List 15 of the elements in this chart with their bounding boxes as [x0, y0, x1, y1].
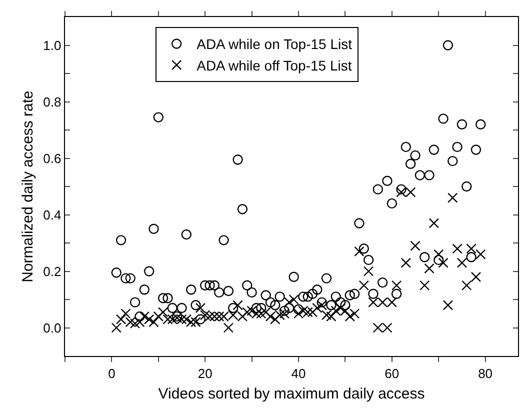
x-tick-label: 20: [198, 366, 212, 381]
x-tick-label: 60: [384, 366, 400, 381]
y-tick-label: 0.6: [43, 150, 62, 166]
x-axis-title: Videos sorted by maximum daily access: [158, 386, 425, 403]
legend-label: ADA while off Top-15 List: [196, 57, 352, 74]
y-tick-label: 0.0: [43, 320, 62, 336]
y-tick-label: 1.0: [43, 38, 62, 53]
x-tick-label: 0: [108, 366, 116, 381]
y-tick-label: 0.2: [43, 264, 62, 279]
x-tick-label: 40: [291, 366, 306, 381]
y-axis-title: Normalized daily access rate: [19, 90, 36, 282]
legend-label: ADA while on Top-15 List: [196, 36, 352, 52]
x-tick-label: 80: [478, 366, 493, 381]
y-tick-label: 0.8: [43, 94, 62, 110]
y-tick-label: 0.4: [43, 207, 62, 222]
